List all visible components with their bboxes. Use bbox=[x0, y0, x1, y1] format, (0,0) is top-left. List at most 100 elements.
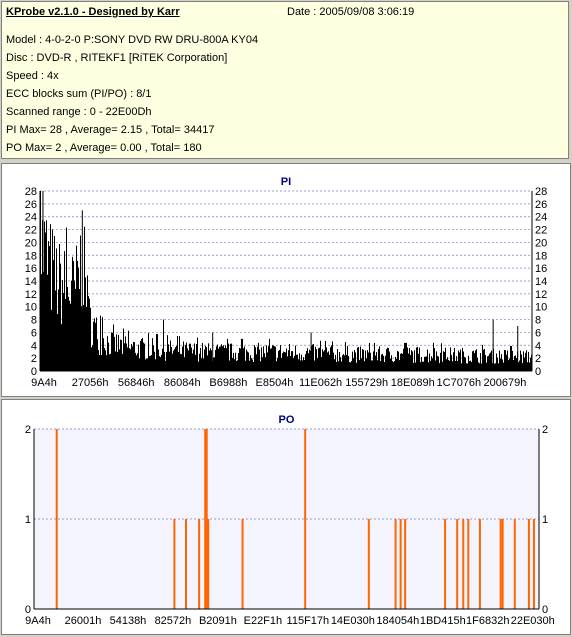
y-tick-label-right: 4 bbox=[535, 340, 541, 352]
pi-bar bbox=[401, 353, 402, 371]
pi-bar bbox=[423, 361, 424, 371]
pi-bar bbox=[153, 345, 154, 371]
pi-bar bbox=[343, 354, 344, 371]
pi-bar bbox=[54, 236, 55, 371]
pi-bar bbox=[94, 318, 95, 371]
pi-bar bbox=[434, 348, 435, 371]
pi-bar bbox=[317, 358, 318, 371]
chart-title: PO bbox=[279, 414, 295, 426]
pi-bar bbox=[331, 345, 332, 371]
pi-bar bbox=[51, 309, 52, 371]
pi-bar bbox=[118, 334, 119, 371]
pi-bar bbox=[271, 348, 272, 371]
pi-bar bbox=[102, 317, 103, 371]
pi-bar bbox=[250, 355, 251, 371]
pi-bar bbox=[475, 350, 476, 371]
pi-bar bbox=[352, 351, 353, 371]
pi-bar bbox=[390, 358, 391, 371]
pi-bar bbox=[432, 358, 433, 371]
pi-bar bbox=[110, 353, 111, 371]
y-tick-label-left: 16 bbox=[25, 263, 37, 275]
pi-bar bbox=[435, 360, 436, 371]
x-tick-label: 54138h bbox=[110, 615, 147, 627]
pi-bar bbox=[95, 322, 96, 371]
pi-bar bbox=[420, 362, 421, 371]
pi-bar bbox=[101, 355, 102, 371]
pi-bar bbox=[376, 351, 377, 371]
pi-bar bbox=[484, 348, 485, 371]
disc-line: Disc : DVD-R , RITEKF1 [RiTEK Corporatio… bbox=[6, 52, 228, 64]
pi-bar bbox=[409, 348, 410, 371]
pi-bar bbox=[506, 354, 507, 371]
pi-bar bbox=[235, 352, 236, 371]
pi-bar bbox=[337, 349, 338, 371]
pi-bar bbox=[71, 280, 72, 371]
y-tick-label-left: 10 bbox=[25, 302, 37, 314]
pi-bar bbox=[412, 351, 413, 371]
pi-bar bbox=[266, 345, 267, 371]
pi-bar bbox=[105, 350, 106, 371]
pi-bar bbox=[459, 352, 460, 371]
pi-bar bbox=[473, 350, 474, 371]
pi-bar bbox=[99, 355, 100, 371]
po-bar bbox=[173, 519, 176, 609]
pi-bar bbox=[48, 241, 49, 371]
pi-bar bbox=[162, 348, 163, 371]
pi-bar bbox=[439, 363, 440, 371]
pi-bar bbox=[336, 361, 337, 371]
pi-bar bbox=[137, 353, 138, 371]
x-tick-label: 9A4h bbox=[31, 377, 57, 389]
pi-bar bbox=[436, 351, 437, 371]
pi-bar bbox=[41, 274, 42, 371]
pi-bar bbox=[64, 251, 65, 371]
pi-bar bbox=[523, 351, 524, 371]
pi-bar bbox=[273, 345, 274, 371]
x-tick-label: 11E062h bbox=[299, 377, 342, 389]
pi-bar bbox=[500, 358, 501, 371]
pi-bar bbox=[487, 356, 488, 371]
pi-bar bbox=[333, 352, 334, 371]
pi-bar bbox=[149, 356, 150, 371]
pi-bar bbox=[242, 338, 243, 371]
pi-bar bbox=[245, 360, 246, 371]
po-bar bbox=[532, 519, 535, 609]
pi-bar bbox=[302, 360, 303, 371]
pi-bar bbox=[330, 347, 331, 371]
pi-bar bbox=[202, 343, 203, 371]
pi-bar bbox=[321, 356, 322, 371]
pi-bar bbox=[380, 360, 381, 371]
pi-bar bbox=[524, 357, 525, 371]
y-tick-label-right: 24 bbox=[535, 212, 547, 224]
pi-bar bbox=[325, 340, 326, 371]
pi-bar bbox=[402, 353, 403, 371]
pi-bar bbox=[374, 342, 375, 371]
pi-bar bbox=[526, 350, 527, 371]
pi-bar bbox=[280, 345, 281, 371]
pi-bar bbox=[446, 359, 447, 371]
pi-bar bbox=[452, 361, 453, 371]
pi-bar bbox=[62, 280, 63, 371]
pi-bar bbox=[342, 355, 343, 371]
pi-bar bbox=[287, 356, 288, 371]
pi-bar bbox=[437, 355, 438, 371]
pi-bar bbox=[90, 307, 91, 371]
pi-bar bbox=[381, 354, 382, 371]
po-bar bbox=[367, 519, 370, 609]
pi-bar bbox=[455, 360, 456, 371]
pi-bar bbox=[123, 328, 124, 371]
x-tick-label: 56846h bbox=[118, 377, 155, 389]
pi-bar bbox=[291, 351, 292, 371]
pi-bar bbox=[251, 358, 252, 371]
pi-bar bbox=[112, 332, 113, 371]
po-bar bbox=[456, 519, 459, 609]
pi-bar bbox=[285, 352, 286, 371]
pi-bar bbox=[244, 346, 245, 371]
pi-bar bbox=[128, 330, 129, 371]
pi-bar bbox=[61, 324, 62, 371]
pi-spike bbox=[310, 332, 312, 371]
pi-spike bbox=[517, 326, 519, 371]
pi-bar bbox=[472, 351, 473, 371]
y-tick-label-right: 16 bbox=[535, 263, 547, 275]
pi-bar bbox=[241, 338, 242, 371]
pi-bar bbox=[349, 362, 350, 371]
